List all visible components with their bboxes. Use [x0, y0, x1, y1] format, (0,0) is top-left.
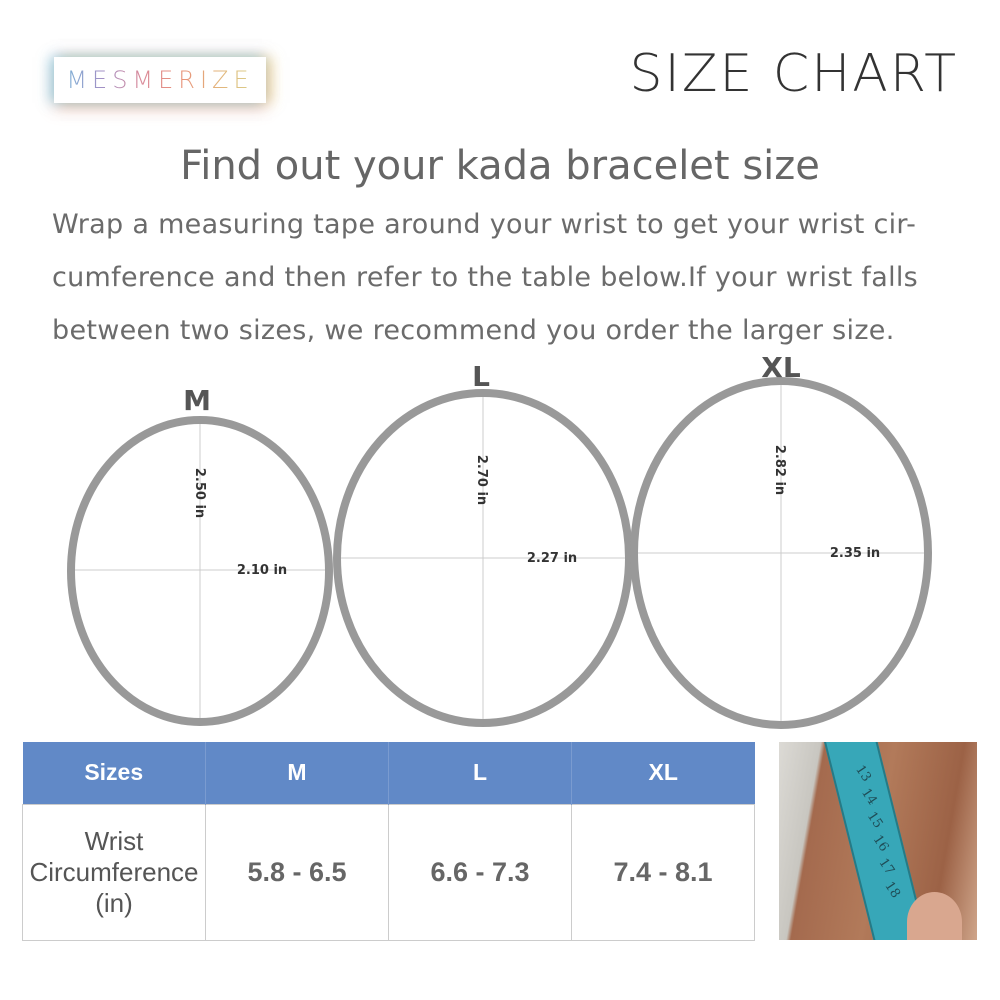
- bracelet-diagrams: M 2.50 in 2.10 in L 2.70 in 2.27 in XL 2…: [67, 351, 932, 729]
- height-label: 2.70 in: [474, 455, 489, 505]
- value-l: 6.6 - 7.3: [388, 803, 572, 941]
- height-label: 2.50 in: [192, 468, 207, 518]
- wrist-measuring-photo: 13 14 15 16 17 18: [779, 742, 977, 940]
- size-label: XL: [761, 351, 801, 384]
- width-label: 2.35 in: [830, 546, 880, 561]
- header-m: M: [205, 742, 389, 804]
- height-label: 2.82 in: [772, 445, 787, 495]
- header-l: L: [388, 742, 572, 804]
- size-label: M: [183, 384, 211, 417]
- size-table: Sizes M L XL Wrist Circumference (in) 5.8 …: [22, 742, 755, 941]
- thumb: [907, 892, 962, 940]
- width-label: 2.27 in: [527, 551, 577, 566]
- table-row: Wrist Circumference (in) 5.8 - 6.5 6.6 - 7…: [22, 803, 755, 941]
- brand-logo: MESMERIZE: [54, 57, 266, 103]
- ring-l: L 2.70 in 2.27 in: [333, 360, 633, 727]
- page-title: SIZE CHART: [629, 44, 958, 104]
- instructions: Wrap a measuring tape around your wrist …: [52, 209, 919, 346]
- size-label: L: [472, 360, 490, 393]
- heading: Find out your kada bracelet size: [180, 143, 820, 189]
- value-xl: 7.4 - 8.1: [571, 803, 755, 941]
- value-m: 5.8 - 6.5: [205, 803, 389, 941]
- ring-xl: XL 2.82 in 2.35 in: [630, 351, 932, 729]
- header-sizes: Sizes: [22, 742, 206, 804]
- header-xl: XL: [571, 742, 755, 804]
- ring-m: M 2.50 in 2.10 in: [67, 384, 333, 726]
- row-label: Wrist Circumference (in): [22, 803, 206, 941]
- width-label: 2.10 in: [237, 563, 287, 578]
- table-header-row: Sizes M L XL: [22, 742, 755, 804]
